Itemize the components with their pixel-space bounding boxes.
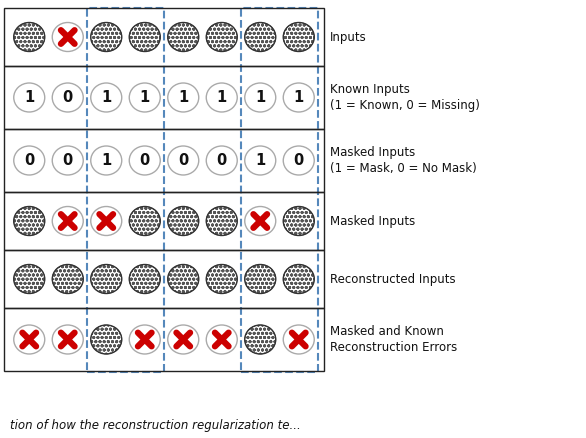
Ellipse shape <box>130 265 160 293</box>
Text: 0: 0 <box>24 153 35 168</box>
Ellipse shape <box>206 146 237 175</box>
Bar <box>4 192 324 250</box>
Ellipse shape <box>91 83 122 112</box>
Bar <box>4 66 324 129</box>
Text: 1: 1 <box>101 153 111 168</box>
Bar <box>241 7 318 371</box>
Ellipse shape <box>283 265 314 293</box>
Bar <box>87 7 164 371</box>
Ellipse shape <box>245 83 276 112</box>
Ellipse shape <box>283 83 314 112</box>
Ellipse shape <box>52 146 83 175</box>
Text: 1: 1 <box>255 90 265 105</box>
Text: tion of how the reconstruction regularization te...: tion of how the reconstruction regulariz… <box>10 419 301 432</box>
Ellipse shape <box>130 22 160 52</box>
Text: 1: 1 <box>139 90 150 105</box>
Ellipse shape <box>245 146 276 175</box>
Text: 1: 1 <box>294 90 304 105</box>
Text: 0: 0 <box>63 153 73 168</box>
Ellipse shape <box>91 22 122 52</box>
Bar <box>4 250 324 308</box>
Ellipse shape <box>91 325 122 354</box>
Ellipse shape <box>283 22 314 52</box>
Text: 1: 1 <box>255 153 265 168</box>
Text: 0: 0 <box>63 90 73 105</box>
Ellipse shape <box>168 146 199 175</box>
Text: Known Inputs
(1 = Known, 0 = Missing): Known Inputs (1 = Known, 0 = Missing) <box>330 83 480 112</box>
Ellipse shape <box>206 22 237 52</box>
Text: Masked and Known
Reconstruction Errors: Masked and Known Reconstruction Errors <box>330 325 457 354</box>
Text: 1: 1 <box>178 90 188 105</box>
Text: 0: 0 <box>294 153 304 168</box>
Text: 0: 0 <box>139 153 150 168</box>
Ellipse shape <box>13 265 45 293</box>
Ellipse shape <box>52 22 83 52</box>
Text: Reconstructed Inputs: Reconstructed Inputs <box>330 272 456 286</box>
Ellipse shape <box>13 325 45 354</box>
Text: Inputs: Inputs <box>330 31 367 43</box>
Ellipse shape <box>13 146 45 175</box>
Ellipse shape <box>206 325 237 354</box>
Ellipse shape <box>206 83 237 112</box>
Ellipse shape <box>13 206 45 236</box>
Ellipse shape <box>52 206 83 236</box>
Text: 0: 0 <box>217 153 227 168</box>
Text: Masked Inputs: Masked Inputs <box>330 215 415 227</box>
Ellipse shape <box>283 206 314 236</box>
Ellipse shape <box>130 325 160 354</box>
Ellipse shape <box>283 325 314 354</box>
Text: Masked Inputs
(1 = Mask, 0 = No Mask): Masked Inputs (1 = Mask, 0 = No Mask) <box>330 146 477 175</box>
Ellipse shape <box>168 206 199 236</box>
Bar <box>4 8 324 66</box>
Bar <box>4 129 324 192</box>
Ellipse shape <box>168 22 199 52</box>
Text: 1: 1 <box>24 90 35 105</box>
Ellipse shape <box>245 22 276 52</box>
Ellipse shape <box>168 265 199 293</box>
Ellipse shape <box>168 325 199 354</box>
Ellipse shape <box>52 83 83 112</box>
Ellipse shape <box>130 206 160 236</box>
Ellipse shape <box>52 265 83 293</box>
Ellipse shape <box>206 206 237 236</box>
Ellipse shape <box>13 22 45 52</box>
Ellipse shape <box>245 206 276 236</box>
Ellipse shape <box>13 83 45 112</box>
Ellipse shape <box>91 206 122 236</box>
Bar <box>4 308 324 371</box>
Ellipse shape <box>130 83 160 112</box>
Text: 1: 1 <box>101 90 111 105</box>
Ellipse shape <box>245 265 276 293</box>
Text: 1: 1 <box>217 90 227 105</box>
Ellipse shape <box>91 265 122 293</box>
Ellipse shape <box>206 265 237 293</box>
Ellipse shape <box>245 325 276 354</box>
Ellipse shape <box>130 146 160 175</box>
Ellipse shape <box>283 146 314 175</box>
Text: 0: 0 <box>178 153 188 168</box>
Ellipse shape <box>168 83 199 112</box>
Ellipse shape <box>91 146 122 175</box>
Ellipse shape <box>52 325 83 354</box>
